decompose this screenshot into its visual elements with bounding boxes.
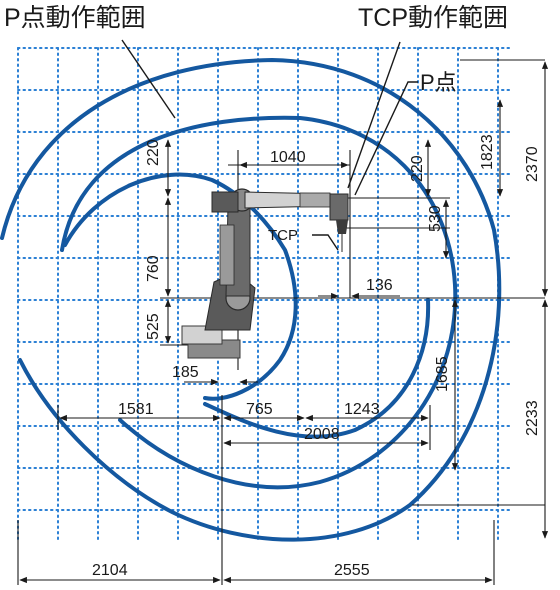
p-point-leader <box>354 81 418 196</box>
dim-2370: 2370 <box>524 146 541 182</box>
dim-220-left: 220 <box>145 139 162 166</box>
tcp-leader <box>312 234 339 251</box>
dim-185: 185 <box>172 364 199 381</box>
dim-220-right: 220 <box>409 155 426 182</box>
leader-lines <box>121 39 418 251</box>
dim-1581: 1581 <box>118 401 154 418</box>
p-point-range-title: P点動作範囲 <box>4 4 146 32</box>
dotted-grid <box>17 47 511 541</box>
dim-765: 765 <box>246 401 273 418</box>
tcp-outer-arc <box>60 115 458 490</box>
tcp-range-leader <box>347 41 401 189</box>
robot-arm-illustration <box>181 188 349 359</box>
dimension-values: 1040 220 760 525 220 530 1823 2370 1685 … <box>92 134 541 579</box>
dim-136: 136 <box>366 277 393 294</box>
tcp-range-title: TCP動作範囲 <box>358 4 509 32</box>
p-point-outer-arc <box>0 57 502 542</box>
p-point-range-leader <box>121 39 176 119</box>
robot-lower-arm-cover <box>219 224 235 286</box>
dim-2555: 2555 <box>334 562 370 579</box>
dim-1040: 1040 <box>270 149 306 166</box>
dim-1243: 1243 <box>344 401 380 418</box>
dim-530: 530 <box>427 205 444 232</box>
robot-motor-housing <box>211 191 239 213</box>
dim-525: 525 <box>145 313 162 340</box>
dim-1823: 1823 <box>479 134 496 170</box>
dim-2233: 2233 <box>524 400 541 436</box>
robot-flange <box>336 220 348 234</box>
inner-arc <box>63 172 298 401</box>
dim-2008: 2008 <box>304 426 340 443</box>
work-envelope-arcs <box>0 57 502 542</box>
tcp-label: TCP <box>268 227 298 244</box>
dim-760: 760 <box>145 255 162 282</box>
robot-forearm <box>299 192 331 208</box>
robot-wrist <box>329 193 349 221</box>
p-point-label: P点 <box>420 70 457 95</box>
dim-2104: 2104 <box>92 562 128 579</box>
dim-1685: 1685 <box>434 356 451 392</box>
